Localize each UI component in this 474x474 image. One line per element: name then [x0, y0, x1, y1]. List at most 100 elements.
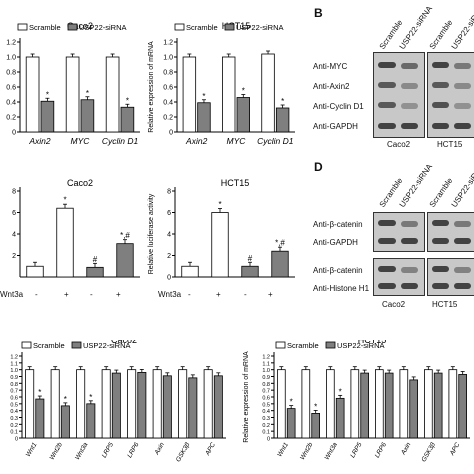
legend-swatch-scramble: [275, 341, 286, 349]
blot-row-label: Anti-MYC: [313, 62, 348, 71]
chart-title: Caco2: [67, 178, 93, 188]
western-blot-b: Scramble USP22-siRNA Scramble USP22-siRN…: [305, 0, 474, 160]
legend-label-sirna: USP22-siRNA: [337, 341, 385, 350]
significance-marker: *: [64, 395, 67, 404]
bar-scramble: [424, 369, 433, 439]
wnt3a-label: Wnt3a: [158, 290, 182, 299]
x-tick-label: MYC: [227, 136, 247, 146]
y-tick-label: 0.6: [10, 396, 18, 402]
x-tick-label: GSK3β: [420, 441, 437, 463]
x-tick-label: Wnt2b: [49, 441, 65, 461]
blot-box-caco2-top: [373, 212, 425, 252]
legend-swatch-sirna: [325, 341, 336, 349]
legend-swatch-sirna: [71, 341, 82, 349]
legend-swatch-scramble: [174, 23, 185, 31]
bar-scramble: [76, 369, 86, 439]
y-tick-label: 1.0: [6, 55, 16, 62]
bar-sirna: [120, 106, 135, 133]
blot-box-hct15: [427, 52, 474, 138]
y-tick-label: 6: [167, 210, 171, 217]
bar-scramble: [203, 369, 213, 439]
x-tick-label: LRP6: [374, 441, 388, 459]
y-tick-label: 0.7: [262, 389, 270, 395]
x-tick-label: Wnt1: [276, 441, 290, 458]
bar-sirna: [80, 99, 95, 133]
blot-band: [432, 82, 449, 88]
x-tick-label: Wnt3a: [74, 441, 90, 461]
blot-band: [454, 238, 471, 244]
x-tick-label: Axin: [400, 441, 413, 457]
y-tick-label: 1.0: [163, 55, 173, 62]
significance-marker: *: [314, 402, 317, 411]
blot-band: [401, 63, 418, 69]
bar-sirna: [213, 375, 223, 439]
y-tick-label: 0.6: [6, 85, 16, 92]
significance-marker: *: [218, 200, 221, 209]
y-tick-label: 0.8: [10, 382, 18, 388]
bar: [56, 207, 74, 278]
legend-swatch-scramble: [21, 341, 32, 349]
blot-band: [454, 83, 471, 89]
significance-marker: *: [281, 97, 284, 106]
significance-marker: *: [242, 87, 245, 96]
cell-line-label: HCT15: [437, 140, 463, 149]
bar-scramble: [50, 369, 60, 439]
legend-swatch-sirna: [67, 23, 78, 31]
blot-row-label: Anti-Histone H1: [313, 284, 370, 293]
y-tick-label: 0.6: [262, 396, 270, 402]
y-tick-label: 0: [167, 275, 171, 282]
wnt3a-cond: -: [90, 290, 93, 299]
significance-marker: *: [126, 96, 129, 105]
y-tick-label: 2: [12, 253, 16, 260]
chart-title: Caco2: [111, 340, 137, 345]
blot-band: [432, 283, 449, 289]
y-tick-label: 0.7: [10, 389, 18, 395]
significance-marker: *: [86, 89, 89, 98]
legend-swatch-sirna: [224, 23, 235, 31]
blot-band: [378, 220, 396, 226]
y-tick-label: 1.2: [6, 40, 16, 47]
legend-label-scramble: Scramble: [186, 23, 218, 32]
bar-sirna: [360, 372, 369, 439]
chart-title: HCT15: [358, 340, 387, 345]
blot-band: [454, 283, 471, 289]
bar-scramble: [25, 56, 40, 133]
blot-band: [378, 266, 396, 272]
significance-marker: *: [339, 387, 342, 396]
legend-label-sirna: USP22-siRNA: [79, 23, 127, 32]
x-tick-label: Axin2: [28, 136, 51, 146]
cell-line-label: Caco2: [382, 300, 406, 309]
y-tick-label: 8: [12, 189, 16, 196]
legend-label-scramble: Scramble: [33, 341, 65, 350]
chart-e-caco2: Caco2 00.10.20.30.40.50.60.70.80.91.01.11…: [10, 340, 226, 463]
significance-marker: *,#: [275, 239, 285, 248]
wnt3a-cond: +: [268, 290, 273, 299]
y-tick-label: 6: [12, 210, 16, 217]
blot-row-label: Anti-β-catenin: [313, 220, 363, 229]
y-tick-label: 0.2: [262, 423, 270, 429]
bar: [271, 250, 289, 278]
blot-band: [378, 123, 396, 129]
x-tick-label: LRP5: [101, 441, 115, 459]
y-tick-label: 0.2: [163, 115, 173, 122]
bar-scramble: [178, 369, 188, 439]
y-tick-label: 0.4: [10, 409, 18, 415]
blot-band: [432, 238, 449, 244]
y-tick-label: 4: [12, 232, 16, 239]
x-tick-label: Axin: [153, 441, 166, 457]
bar-sirna: [384, 372, 394, 439]
wnt3a-cond: +: [64, 290, 69, 299]
legend-label-sirna: USP22-siRNA: [236, 23, 284, 32]
chart-c-hct15: HCT15 Relative luciferase activity 0 2 4 6 8 * #…: [148, 178, 295, 282]
cell-line-label: HCT15: [432, 300, 458, 309]
x-tick-label: MYC: [71, 136, 91, 146]
blot-band: [401, 103, 418, 109]
bar-sirna: [162, 375, 172, 439]
blot-row-label: Anti-GAPDH: [313, 238, 358, 247]
bar-sirna: [286, 408, 296, 439]
y-tick-label: 0.4: [6, 100, 16, 107]
blot-band: [401, 283, 418, 289]
x-tick-label: Wnt1: [25, 441, 39, 458]
blot-band: [378, 283, 396, 289]
bar: [116, 243, 134, 278]
